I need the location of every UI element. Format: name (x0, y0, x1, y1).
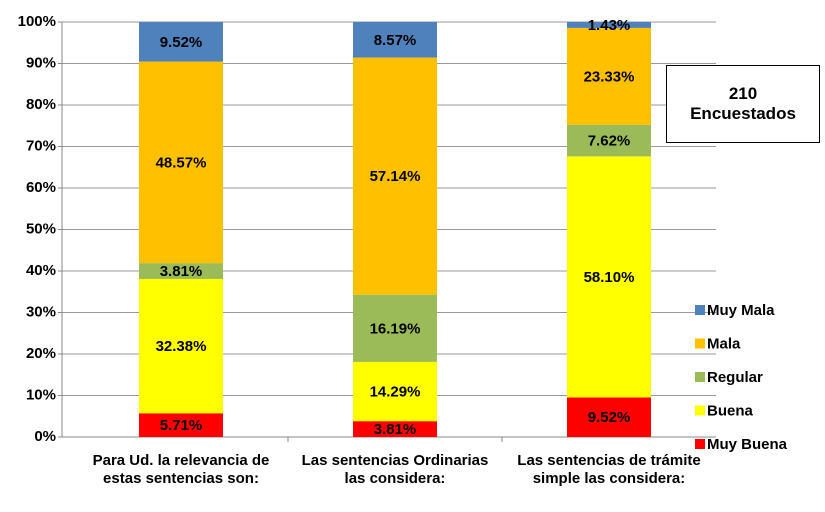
y-tick-label: 80% (26, 96, 56, 113)
y-tick-label: 90% (26, 54, 56, 71)
legend-swatch (695, 305, 705, 315)
bar-segment (353, 421, 437, 437)
data-label: 9.52% (160, 34, 203, 51)
bar-segment (353, 361, 437, 422)
bar-segment (567, 397, 651, 437)
data-label: 5.71% (160, 417, 203, 434)
data-label: 48.57% (156, 154, 207, 171)
legend-swatch (695, 405, 705, 416)
bar-segment (139, 61, 223, 264)
y-tick-label: 40% (26, 262, 56, 279)
legend-label: Muy Buena (707, 436, 788, 453)
bar-segment (567, 27, 651, 125)
data-label: 14.29% (370, 384, 421, 401)
y-tick-label: 10% (26, 386, 56, 403)
legend-label: Mala (707, 335, 741, 352)
data-label: 3.81% (374, 421, 417, 438)
y-tick-label: 50% (26, 220, 56, 237)
legend-label: Muy Mala (707, 302, 775, 319)
bar-segment (353, 57, 437, 295)
x-tick-label: Las sentencias Ordinarias las considera: (301, 452, 489, 487)
bar-segment (353, 294, 437, 362)
bar-segment (139, 22, 223, 62)
data-label: 9.52% (588, 409, 631, 426)
y-tick-label: 60% (26, 179, 56, 196)
bar-segment (139, 278, 223, 414)
x-tick-label: Para Ud. la relevancia de estas sentenci… (92, 452, 270, 487)
y-tick-label: 30% (26, 303, 56, 320)
data-label: 23.33% (584, 68, 635, 85)
legend-label: Buena (707, 402, 754, 419)
bar-segment (353, 22, 437, 58)
data-label: 57.14% (370, 168, 421, 185)
y-tick-label: 0% (34, 428, 56, 445)
legend-swatch (695, 439, 705, 449)
bar-segment (139, 413, 223, 437)
bar-segment (567, 124, 651, 157)
y-tick-label: 70% (26, 137, 56, 154)
y-tick-label: 100% (18, 13, 56, 30)
legend-swatch (695, 338, 705, 349)
data-label: 58.10% (584, 269, 635, 286)
bar-segment (567, 156, 651, 398)
data-label: 16.19% (370, 320, 421, 337)
data-label: 3.81% (160, 263, 203, 280)
legend-swatch (695, 372, 705, 382)
data-label: 1.43% (588, 17, 631, 34)
legend-label: Regular (707, 369, 763, 386)
data-label: 8.57% (374, 32, 417, 49)
x-tick-label: Las sentencias de trámite simple las con… (517, 452, 701, 487)
data-label: 7.62% (588, 133, 631, 150)
bar-segment (567, 22, 651, 28)
data-label: 32.38% (156, 338, 207, 355)
annotation: 210 Encuestados (666, 65, 820, 143)
y-tick-label: 20% (26, 345, 56, 362)
bar-segment (139, 263, 223, 279)
